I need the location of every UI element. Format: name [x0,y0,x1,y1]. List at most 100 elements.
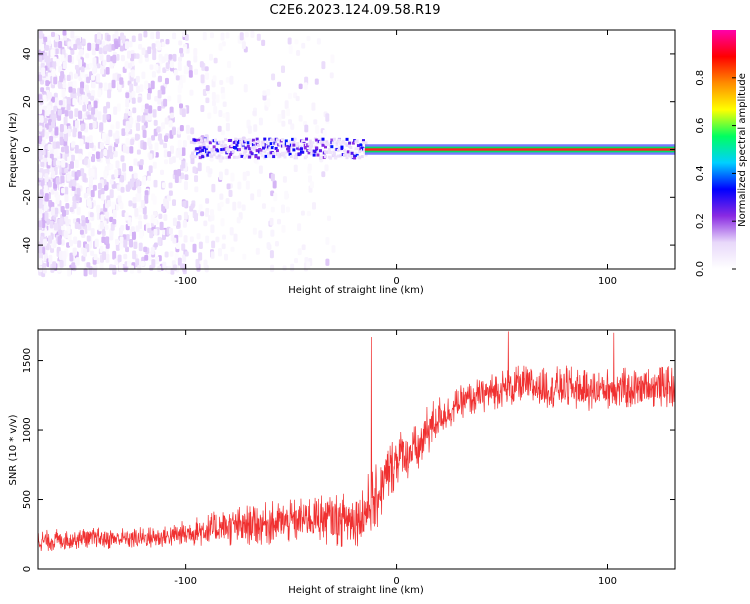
spectrogram-cell [192,243,197,253]
carrier-cell [189,140,193,144]
spectrogram-cell [67,233,72,241]
spectrogram-cell [297,223,302,231]
x-tick-label: 0 [393,576,399,587]
y-tick-label: 500 [22,490,33,509]
spectrogram-cell [161,122,166,130]
spectrogram-cell [109,189,114,199]
spectrogram-cell [68,239,73,247]
x-tick-label: 0 [393,276,399,287]
carrier-cell [345,156,349,160]
spectrogram-cell [47,35,52,43]
carrier-cell [280,151,284,155]
spectrogram-cell [225,122,230,132]
spectrogram-cell [150,80,155,90]
carrier-cell [287,144,291,148]
spectrogram-cell [38,244,43,254]
spectrogram-cell [97,182,102,190]
spectrogram-cell [86,197,91,207]
spectrogram-cell [157,42,162,51]
spectrogram-cell [200,211,205,217]
spectrogram-cell [181,108,186,118]
spectrogram-cell [57,236,62,245]
carrier-cell [255,149,259,153]
carrier-cell [267,154,271,158]
spectrogram-cell [277,81,282,87]
spectrogram-cell [258,117,263,126]
spectrogram-cell [113,133,118,139]
spectrogram-cell [218,110,223,118]
spectrogram-cell [98,47,103,55]
spectrogram-cell [38,125,43,132]
spectrogram-cell [245,170,250,177]
snr-y-ticks: 0 500 1000 1500 [22,348,675,572]
spectrogram-cell [228,189,233,198]
spectrogram-cell [270,206,275,213]
carrier-cell [361,139,365,143]
carrier-cell [332,137,336,141]
carrier-cell [310,144,314,148]
spectrogram-cell [110,222,115,231]
spectrogram-cell [101,236,106,244]
spectrogram-cell [55,141,60,150]
spectrogram-cell [50,109,55,116]
spectrogram-cell [106,199,111,207]
spectrogram-cell [52,56,57,62]
carrier-cell [255,137,259,141]
spectrogram-cell [45,80,50,87]
spectrogram-cell [270,173,275,182]
spectrogram-cell [67,155,72,163]
spectrogram-cell [40,178,45,187]
spectrogram-cell [51,114,56,124]
spectrogram-cell [111,43,116,51]
spectrogram-cell [172,32,177,40]
spectrogram-cell [205,97,210,104]
carrier-cell [217,154,221,158]
spectrogram-cell [204,66,209,72]
spectrogram-cell [77,131,82,139]
spectrogram-cell [177,61,182,71]
spectrogram-cell [50,189,55,195]
spectrogram-cell [181,160,186,169]
spectrogram-cell [114,238,119,245]
spectrogram-cell [137,214,142,220]
spectrogram-cell [315,125,320,134]
carrier-cell [259,151,263,155]
spectrogram-cell [138,242,143,252]
spectrogram-cell [282,176,287,183]
spectrogram-cell [130,226,135,233]
spectrogram-cell [123,239,128,248]
carrier-cell [248,147,252,151]
spectrogram-cell [222,113,227,119]
spectrogram-cell [177,147,182,156]
spectrogram-cell [169,251,174,257]
spectrogram-cell [72,98,77,106]
carrier-cell [336,148,340,152]
spectrogram-cell [165,39,170,45]
spectrogram-cell [168,190,173,196]
carrier-cell [321,137,325,141]
spectrogram-cell [202,32,207,41]
spectrogram-cell [119,236,124,244]
spectrogram-cell [133,241,138,250]
spectrogram-cell [211,240,216,249]
spectrogram-cell [50,31,55,37]
spectrogram-cell [167,151,172,158]
spectrogram-cell [225,197,230,204]
spectrogram-cell [51,121,56,129]
carrier-cell [289,141,293,145]
spectrogram-cell [195,258,200,268]
spectrogram-cell [144,254,149,261]
spectrogram-cell [74,120,79,129]
spectrogram-cell [119,202,124,210]
spectrogram-cell [72,247,77,256]
spectrogram-cell [284,100,289,110]
spectrogram-cell [287,92,292,100]
spectrogram-cell [86,262,91,268]
spectrogram-cell [153,228,158,236]
spectrogram-cell [225,114,230,122]
spectrogram-cell [124,212,129,221]
carrier-cell [217,140,221,144]
spectrogram-cell [144,190,149,197]
spectrogram-cell [250,193,255,201]
carrier-cell [337,146,341,150]
